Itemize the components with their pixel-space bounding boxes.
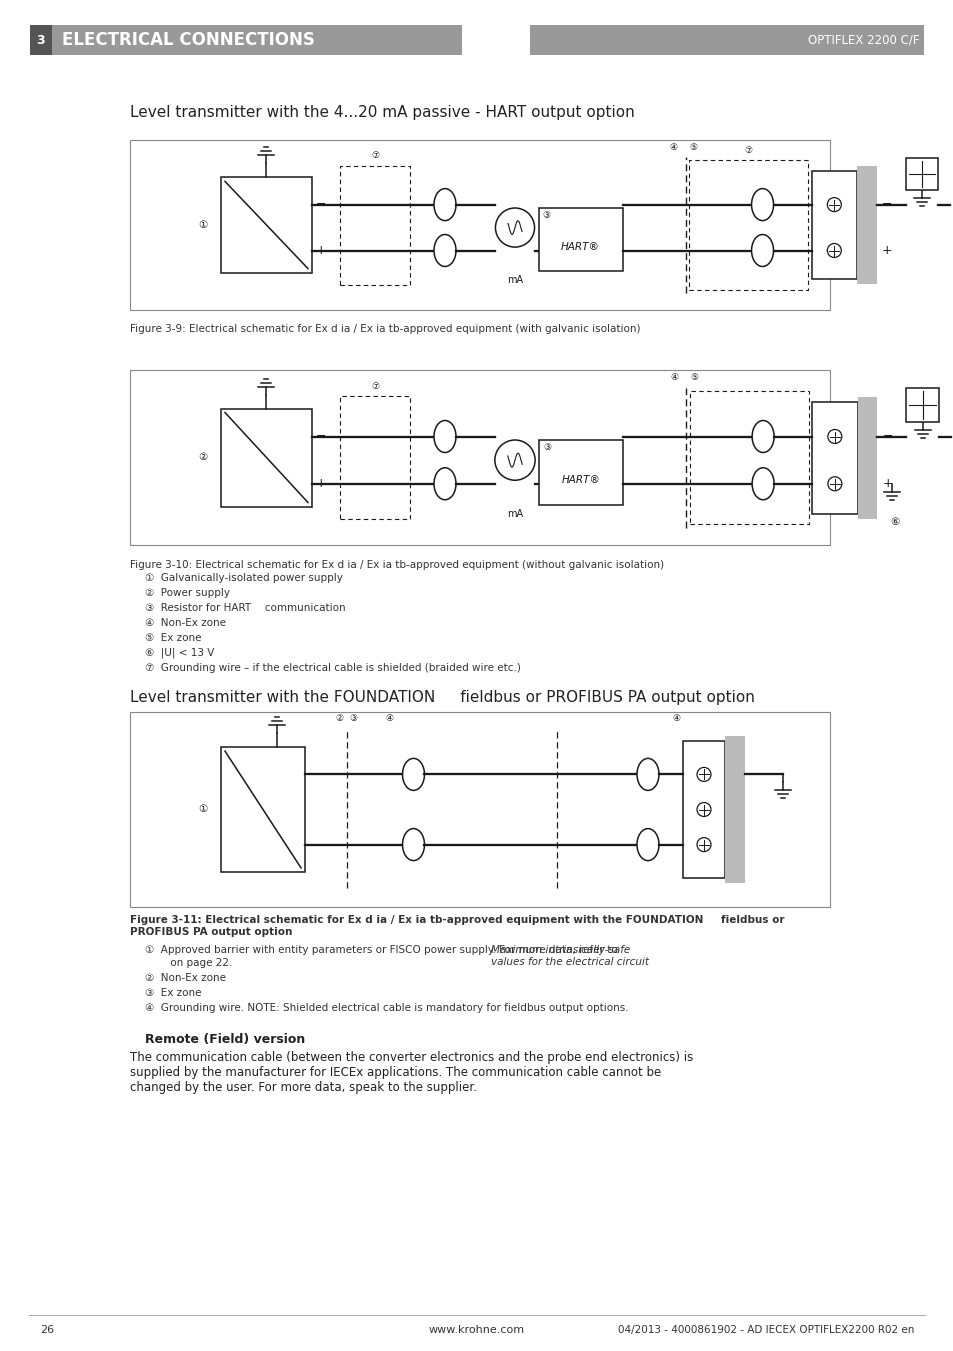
Text: ⑤  Ex zone: ⑤ Ex zone xyxy=(145,634,201,643)
Circle shape xyxy=(697,767,710,781)
Circle shape xyxy=(697,802,710,816)
Text: ⑦: ⑦ xyxy=(371,382,378,392)
Text: ③: ③ xyxy=(542,212,550,220)
FancyBboxPatch shape xyxy=(811,401,857,513)
Text: ⑥: ⑥ xyxy=(890,517,899,527)
Text: www.krohne.com: www.krohne.com xyxy=(429,1325,524,1335)
FancyBboxPatch shape xyxy=(905,388,939,422)
Text: −: − xyxy=(882,430,892,443)
Text: +: + xyxy=(315,245,326,257)
Text: 26: 26 xyxy=(40,1325,54,1335)
Text: ③: ③ xyxy=(542,443,551,453)
Text: +: + xyxy=(315,477,326,490)
Text: ⑦: ⑦ xyxy=(371,151,378,161)
Circle shape xyxy=(826,197,841,212)
Text: ④: ④ xyxy=(671,713,679,723)
Text: ④: ④ xyxy=(669,143,677,153)
Text: −: − xyxy=(881,199,891,211)
FancyBboxPatch shape xyxy=(130,370,829,544)
Text: +: + xyxy=(881,245,891,257)
FancyBboxPatch shape xyxy=(857,396,877,519)
Text: ⑥  |U| < 13 V: ⑥ |U| < 13 V xyxy=(145,648,214,658)
Ellipse shape xyxy=(751,189,773,220)
Ellipse shape xyxy=(434,189,456,220)
FancyBboxPatch shape xyxy=(130,141,829,309)
Text: mA: mA xyxy=(506,509,522,519)
Text: Level transmitter with the FOUNDATION   fieldbus or PROFIBUS PA output option: Level transmitter with the FOUNDATION fi… xyxy=(130,690,754,705)
FancyBboxPatch shape xyxy=(221,408,312,507)
Ellipse shape xyxy=(751,420,773,453)
FancyBboxPatch shape xyxy=(530,26,923,55)
Ellipse shape xyxy=(751,467,773,500)
Text: 04/2013 - 4000861902 - AD IECEX OPTIFLEX2200 R02 en: 04/2013 - 4000861902 - AD IECEX OPTIFLEX… xyxy=(617,1325,913,1335)
Circle shape xyxy=(827,477,841,490)
FancyBboxPatch shape xyxy=(130,712,829,907)
Text: HART®: HART® xyxy=(560,242,599,253)
FancyBboxPatch shape xyxy=(30,26,52,55)
FancyBboxPatch shape xyxy=(856,166,876,285)
Text: Maximum intrinsically-safe
values for the electrical circuit: Maximum intrinsically-safe values for th… xyxy=(491,944,649,966)
Text: ④: ④ xyxy=(384,713,393,723)
Ellipse shape xyxy=(434,235,456,266)
FancyBboxPatch shape xyxy=(52,26,461,55)
Text: ①: ① xyxy=(198,804,208,815)
Text: Remote (Field) version: Remote (Field) version xyxy=(145,1034,305,1046)
Text: ④: ④ xyxy=(669,373,678,382)
Ellipse shape xyxy=(434,467,456,500)
Text: Figure 3-9: Electrical schematic for Ex d ia / Ex ia tb-approved equipment (with: Figure 3-9: Electrical schematic for Ex … xyxy=(130,324,639,334)
Circle shape xyxy=(827,430,841,443)
Circle shape xyxy=(697,838,710,851)
Text: Level transmitter with the 4...20 mA passive - HART output option: Level transmitter with the 4...20 mA pas… xyxy=(130,105,634,120)
FancyBboxPatch shape xyxy=(682,742,724,878)
Text: on page 22.: on page 22. xyxy=(167,958,233,969)
FancyBboxPatch shape xyxy=(221,177,312,273)
Text: Figure 3-10: Electrical schematic for Ex d ia / Ex ia tb-approved equipment (wit: Figure 3-10: Electrical schematic for Ex… xyxy=(130,561,663,570)
Ellipse shape xyxy=(751,235,773,266)
FancyBboxPatch shape xyxy=(538,440,622,505)
Text: −: − xyxy=(315,199,326,211)
FancyBboxPatch shape xyxy=(538,208,622,272)
Ellipse shape xyxy=(637,758,659,790)
FancyBboxPatch shape xyxy=(724,736,744,882)
Text: +: + xyxy=(882,477,892,490)
Circle shape xyxy=(495,440,535,480)
Text: ③: ③ xyxy=(349,713,356,723)
Text: ①  Galvanically-isolated power supply: ① Galvanically-isolated power supply xyxy=(145,573,342,584)
Text: ②  Non-Ex zone: ② Non-Ex zone xyxy=(145,973,226,984)
FancyBboxPatch shape xyxy=(221,747,305,871)
Circle shape xyxy=(826,243,841,258)
Ellipse shape xyxy=(637,828,659,861)
Text: ⑤: ⑤ xyxy=(689,373,698,382)
Text: ⑦  Grounding wire – if the electrical cable is shielded (braided wire etc.): ⑦ Grounding wire – if the electrical cab… xyxy=(145,663,520,673)
Text: ①: ① xyxy=(198,220,208,230)
Text: The communication cable (between the converter electronics and the probe end ele: The communication cable (between the con… xyxy=(130,1051,693,1094)
Text: ELECTRICAL CONNECTIONS: ELECTRICAL CONNECTIONS xyxy=(62,31,314,49)
Text: ③  Resistor for HART  communication: ③ Resistor for HART communication xyxy=(145,603,345,613)
FancyBboxPatch shape xyxy=(905,158,938,190)
Text: mA: mA xyxy=(506,276,522,285)
Text: ③  Ex zone: ③ Ex zone xyxy=(145,988,201,998)
Text: ⑤: ⑤ xyxy=(689,143,697,153)
Text: HART®: HART® xyxy=(561,476,600,485)
Text: ②  Power supply: ② Power supply xyxy=(145,588,230,598)
Text: −: − xyxy=(315,430,326,443)
Circle shape xyxy=(495,208,534,247)
Text: ⑦: ⑦ xyxy=(743,146,752,155)
Text: ④  Non-Ex zone: ④ Non-Ex zone xyxy=(145,617,226,628)
Text: ④  Grounding wire. NOTE: Shielded electrical cable is mandatory for fieldbus out: ④ Grounding wire. NOTE: Shielded electri… xyxy=(145,1002,628,1013)
Text: Figure 3-11: Electrical schematic for Ex d ia / Ex ia tb-approved equipment with: Figure 3-11: Electrical schematic for Ex… xyxy=(130,915,783,936)
FancyBboxPatch shape xyxy=(811,170,856,280)
Text: ②: ② xyxy=(335,713,343,723)
Text: ②: ② xyxy=(198,453,208,462)
Text: OPTIFLEX 2200 C/F: OPTIFLEX 2200 C/F xyxy=(807,34,919,46)
Ellipse shape xyxy=(434,420,456,453)
Ellipse shape xyxy=(402,828,424,861)
Text: ①  Approved barrier with entity parameters or FISCO power supply. For more data,: ① Approved barrier with entity parameter… xyxy=(145,944,620,955)
Text: 3: 3 xyxy=(36,34,45,46)
Ellipse shape xyxy=(402,758,424,790)
